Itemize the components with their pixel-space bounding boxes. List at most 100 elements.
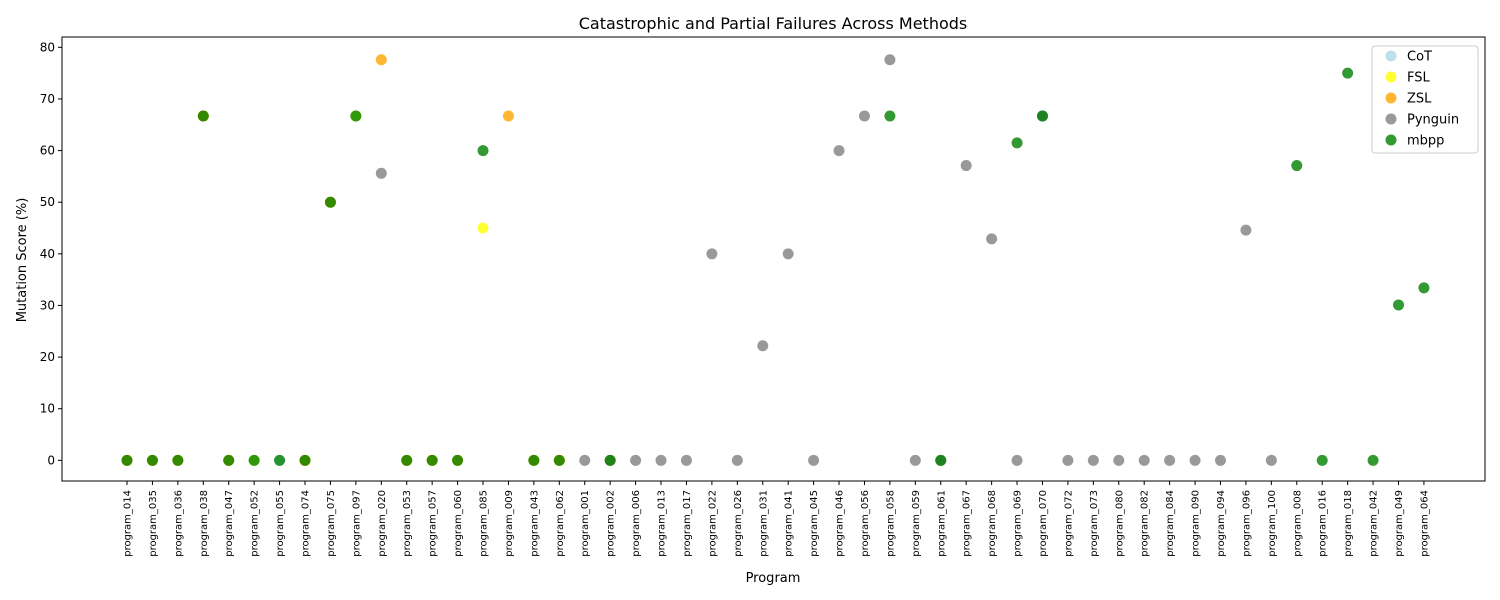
chart-title: Catastrophic and Partial Failures Across… <box>579 14 968 33</box>
data-point <box>553 454 565 466</box>
legend-item-cot: CoT <box>1385 50 1432 65</box>
x-tick-label: program_090 <box>1191 490 1202 557</box>
data-point <box>1113 454 1125 466</box>
x-tick-label: program_073 <box>1089 490 1100 557</box>
data-point <box>604 454 616 466</box>
x-tick-label: program_017 <box>682 490 693 557</box>
x-tick-label: program_084 <box>1165 490 1176 557</box>
data-point <box>986 233 998 245</box>
legend-item-fsl: FSL <box>1385 71 1431 86</box>
data-point <box>477 145 489 157</box>
y-tick-label: 80 <box>40 40 55 54</box>
data-point <box>452 454 464 466</box>
x-tick-label: program_018 <box>1343 490 1354 557</box>
x-tick-label: program_031 <box>758 490 769 557</box>
x-tick-label: program_085 <box>479 490 490 557</box>
x-tick-label: program_053 <box>402 490 413 557</box>
x-tick-label: program_075 <box>326 490 337 557</box>
data-point <box>121 454 133 466</box>
data-point <box>960 160 972 172</box>
x-tick-label: program_049 <box>1394 490 1405 557</box>
series-fsl <box>121 110 616 466</box>
plot-frame <box>61 36 1486 482</box>
data-point <box>1367 454 1379 466</box>
x-tick-label: program_100 <box>1267 490 1278 557</box>
data-point <box>731 454 743 466</box>
y-axis: 0 10 20 30 40 50 60 70 80 <box>40 40 62 467</box>
x-tick-label: program_052 <box>250 490 261 557</box>
data-point <box>375 167 387 179</box>
legend-item-mbpp: mbpp <box>1385 134 1444 149</box>
data-point <box>579 454 591 466</box>
x-tick-label: program_060 <box>453 490 464 557</box>
legend-item-zsl: ZSL <box>1385 92 1432 107</box>
data-point <box>655 454 667 466</box>
x-tick-label: program_080 <box>1114 490 1125 557</box>
data-point <box>706 248 718 260</box>
x-tick-label: program_042 <box>1369 490 1380 557</box>
data-point <box>1138 454 1150 466</box>
data-point <box>528 454 540 466</box>
data-point <box>477 222 489 234</box>
x-tick-label: program_094 <box>1216 490 1227 557</box>
series-cot <box>121 110 1048 466</box>
x-tick-label: program_064 <box>1419 490 1430 557</box>
x-tick-label: program_068 <box>987 490 998 557</box>
x-tick-label: program_055 <box>275 490 286 557</box>
legend-marker <box>1385 71 1397 83</box>
legend-label: Pynguin <box>1407 113 1459 128</box>
x-tick-label: program_070 <box>1038 490 1049 557</box>
data-point <box>299 454 311 466</box>
data-point <box>1291 160 1303 172</box>
data-point <box>630 454 642 466</box>
x-tick-label: program_035 <box>148 490 159 557</box>
y-tick-label: 60 <box>40 144 55 158</box>
data-point <box>1265 454 1277 466</box>
x-tick-label: program_082 <box>1140 490 1151 557</box>
data-point <box>782 248 794 260</box>
y-tick-label: 70 <box>40 92 55 106</box>
y-tick-label: 10 <box>40 402 55 416</box>
data-point <box>858 110 870 122</box>
data-point <box>197 110 209 122</box>
x-tick-label: program_061 <box>936 490 947 557</box>
x-tick-label: program_038 <box>199 490 210 557</box>
data-point <box>1214 454 1226 466</box>
data-point <box>1316 454 1328 466</box>
y-tick-label: 30 <box>40 298 55 312</box>
legend: CoT FSL ZSL Pynguin mbpp <box>1371 45 1479 154</box>
data-point <box>935 454 947 466</box>
data-point <box>884 54 896 66</box>
x-tick-label: program_074 <box>301 490 312 557</box>
data-point <box>401 454 413 466</box>
data-point <box>884 110 896 122</box>
series-pynguin <box>375 54 1277 466</box>
x-tick-label: program_056 <box>860 490 871 557</box>
y-tick-label: 20 <box>40 350 55 364</box>
x-tick-label: program_059 <box>911 490 922 557</box>
data-point <box>1036 110 1048 122</box>
x-tick-label: program_057 <box>428 490 439 557</box>
plot-area <box>61 36 1486 482</box>
legend-label: CoT <box>1407 50 1432 65</box>
x-tick-label: program_006 <box>631 490 642 557</box>
data-point <box>248 454 260 466</box>
legend-label: ZSL <box>1407 92 1432 107</box>
data-point <box>680 454 692 466</box>
x-tick-label: program_008 <box>1292 490 1303 557</box>
x-tick-label: program_043 <box>529 490 540 557</box>
x-tick-label: program_096 <box>1241 490 1252 557</box>
y-tick-label: 40 <box>40 247 55 261</box>
data-point <box>1011 137 1023 149</box>
x-tick-label: program_067 <box>962 490 973 557</box>
data-point <box>909 454 921 466</box>
x-tick-label: program_014 <box>123 490 134 557</box>
data-point <box>426 454 438 466</box>
y-tick-label: 50 <box>40 195 55 209</box>
legend-label: FSL <box>1407 71 1431 86</box>
data-point <box>324 196 336 208</box>
data-point <box>1087 454 1099 466</box>
data-point <box>274 454 286 466</box>
